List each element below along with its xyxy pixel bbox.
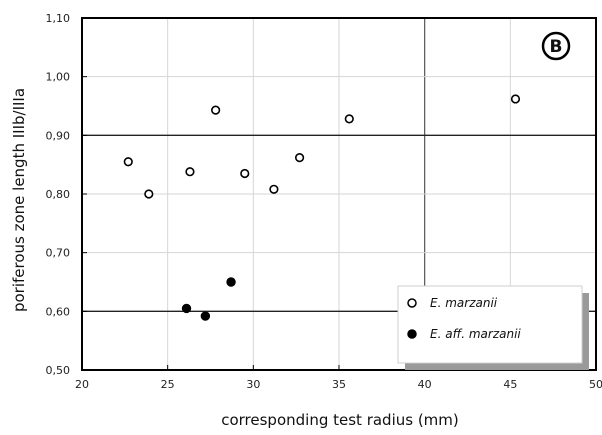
x-axis-title: corresponding test radius (mm) <box>221 411 459 429</box>
x-tick-label: 20 <box>75 378 89 391</box>
y-tick-label: 0,90 <box>46 129 71 142</box>
data-point-open <box>510 94 521 104</box>
data-point-open <box>344 114 354 124</box>
data-point-open <box>269 184 279 194</box>
data-point-open <box>144 189 154 199</box>
x-tick-label: 45 <box>503 378 517 391</box>
data-point-open <box>294 153 305 163</box>
x-tick-label: 50 <box>589 378 602 391</box>
data-point-filled <box>181 303 192 314</box>
grid-lines <box>82 18 596 370</box>
panel-label-badge: B <box>541 31 571 61</box>
x-tick-label: 30 <box>246 378 260 391</box>
data-point-open <box>240 168 250 179</box>
data-points <box>123 94 521 321</box>
y-axis-title: poriferous zone length IIIb/IIIa <box>10 88 28 312</box>
panel-label: B <box>550 37 563 57</box>
y-tick-label: 0,50 <box>46 364 71 377</box>
y-tick-label: 1,10 <box>46 12 71 25</box>
y-tick-label: 0,80 <box>46 188 71 201</box>
x-tick-label: 40 <box>418 378 432 391</box>
data-point-open <box>211 105 221 115</box>
legend: E. marzanii E. aff. marzanii <box>397 285 589 370</box>
legend-marker-filled <box>407 329 417 339</box>
data-point-filled <box>226 277 236 287</box>
legend-marker-open <box>407 298 417 308</box>
legend-label-series-2: E. aff. marzanii <box>430 327 521 341</box>
y-tick-label: 1,00 <box>46 71 71 84</box>
legend-box <box>397 285 583 364</box>
x-tick-label: 35 <box>332 378 346 391</box>
y-axis-ticks: 0,50 0,60 0,70 0,80 0,90 1,00 1,10 <box>46 12 87 377</box>
x-tick-label: 25 <box>161 378 175 391</box>
y-tick-label: 0,60 <box>46 305 71 318</box>
legend-label-series-1: E. marzanii <box>430 296 498 310</box>
data-point-filled <box>200 311 211 321</box>
data-point-open <box>185 167 195 177</box>
data-point-open <box>123 157 133 167</box>
y-tick-label: 0,70 <box>46 247 71 260</box>
